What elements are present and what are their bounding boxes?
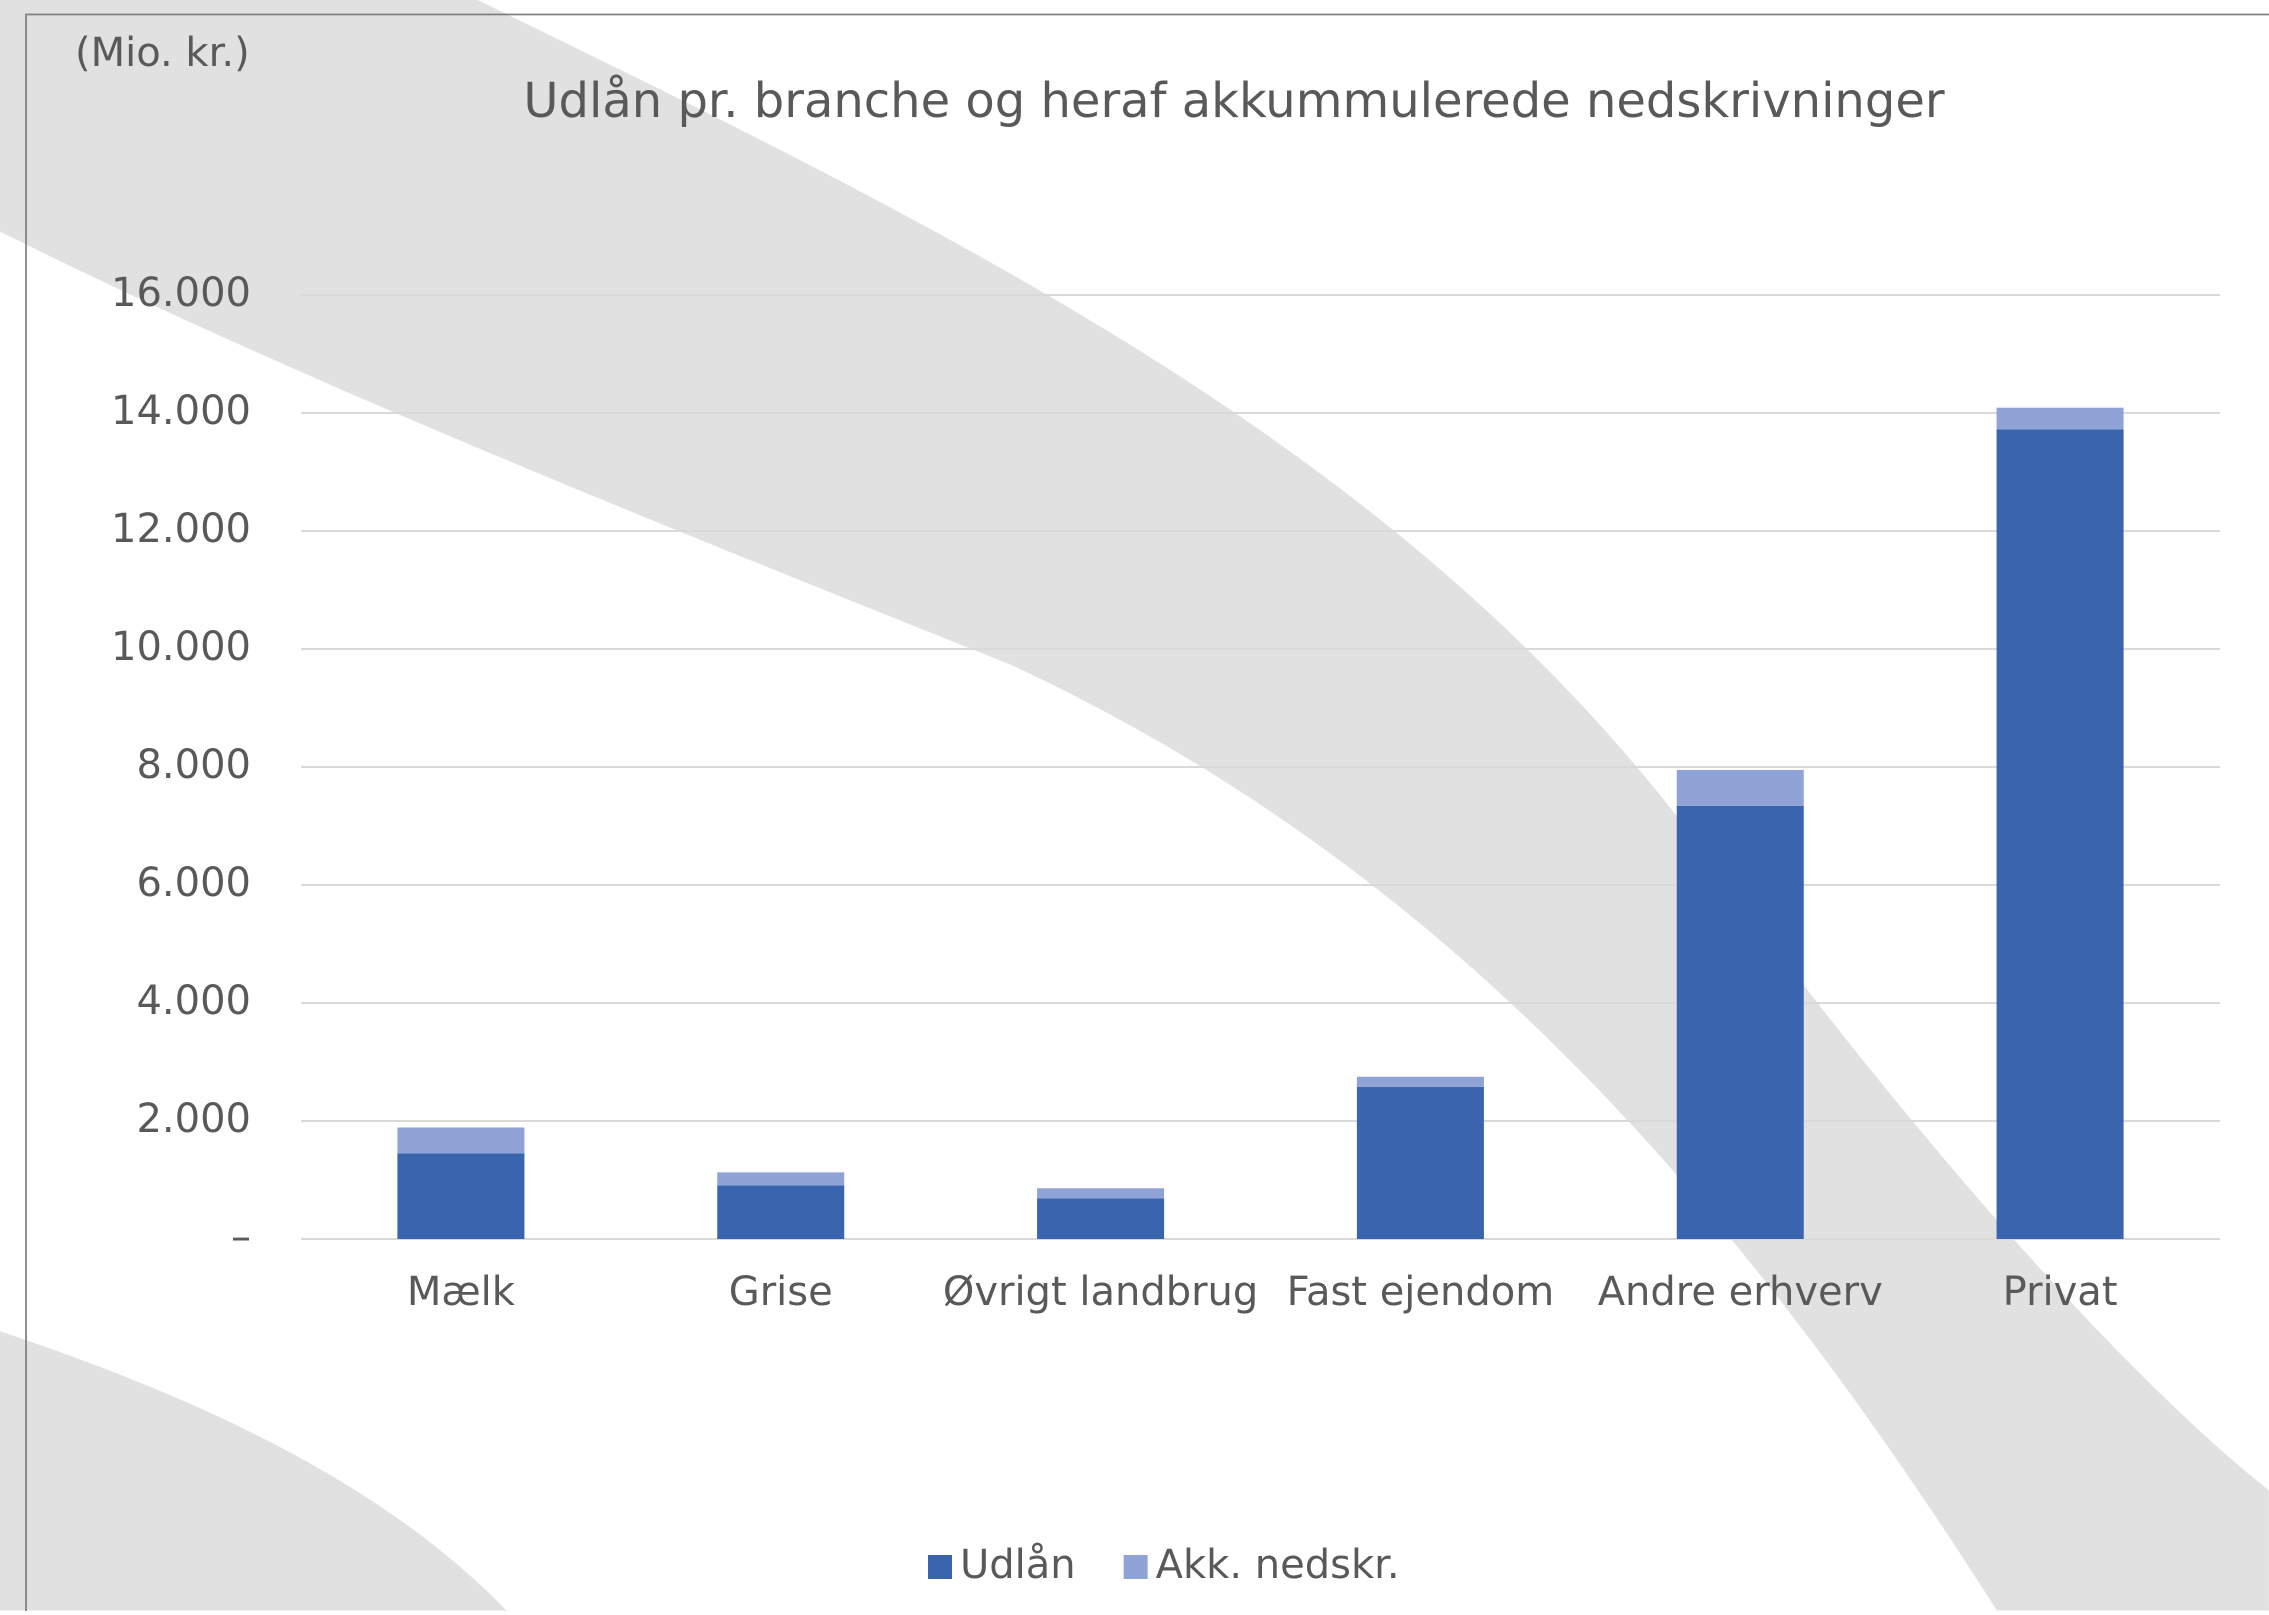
x-tick-label: Andre erhverv [1598,1269,1883,1315]
bar-segment [717,1185,845,1239]
bar-segment [717,1172,845,1186]
y-tick-label: 4.000 [136,978,251,1024]
x-tick-label: Øvrigt landbrug [943,1269,1258,1315]
bar-segment [397,1127,525,1154]
bar-segment [1037,1198,1165,1239]
x-tick-label: Privat [2003,1269,2118,1315]
legend-label: Akk. nedskr. [1156,1542,1400,1588]
bar-segment [1676,769,1804,806]
bar-segment [1996,407,2124,430]
bar-segment [1356,1086,1484,1239]
legend-swatch [1123,1555,1148,1579]
bar-segment [1676,805,1804,1239]
x-tick-label: Fast ejendom [1287,1269,1555,1315]
chart-title: Udlån pr. branche og heraf akkummulerede… [523,73,1944,129]
bar-segment [1356,1076,1484,1087]
y-tick-label: 6.000 [136,860,251,906]
y-tick-label: 10.000 [111,624,251,670]
y-tick-label: 12.000 [111,506,251,552]
y-tick-label: 16.000 [111,270,251,316]
y-tick-label: – [231,1214,251,1260]
y-tick-label: 14.000 [111,388,251,434]
y-tick-label: 8.000 [136,742,251,788]
x-tick-label: Mælk [407,1269,516,1315]
x-tick-label: Grise [729,1269,833,1315]
y-tick-label: 2.000 [136,1096,251,1142]
legend-label: Udlån [960,1542,1076,1588]
bar-segment [1037,1188,1165,1199]
bar-segment [1996,429,2124,1239]
unit-label: (Mio. kr.) [75,30,250,76]
bar-segment [397,1153,525,1239]
legend-swatch [928,1555,952,1579]
